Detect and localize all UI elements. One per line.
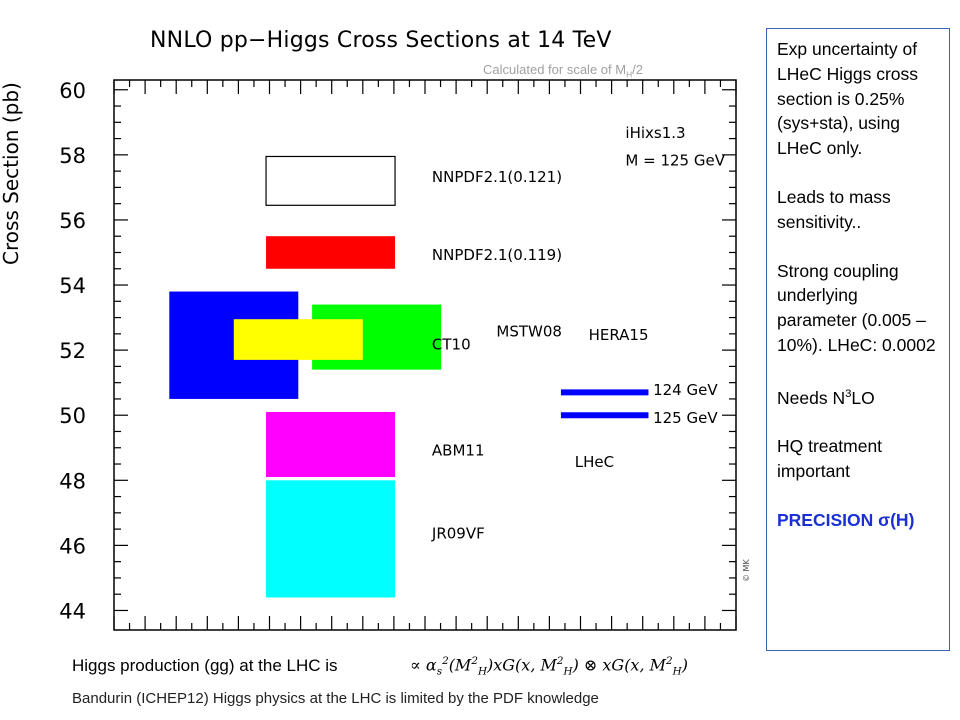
box-abm11	[266, 411, 396, 478]
y-tick-label: 46	[59, 534, 86, 558]
credit-mark: © MK	[742, 559, 751, 582]
y-tick-label: 52	[59, 339, 86, 363]
box-nnpdf2-1-0-119	[266, 236, 396, 269]
label-125-gev: 125 GeV	[653, 409, 718, 427]
annotation-mass: M = 125 GeV	[625, 152, 725, 170]
note-precision: PRECISION σ(H)	[777, 509, 915, 530]
label-lhec: LHeC	[575, 453, 614, 471]
y-tick-label: 54	[59, 274, 86, 298]
label-mstw08: MSTW08	[496, 323, 562, 341]
cross-section-chart: 44 46 48 50 52 54 56 58 60 NNPDF2.1(0.121) NNPDF2.…	[59, 79, 737, 631]
note-n3lo: Needs N3LO	[777, 387, 875, 408]
y-tick-label: 58	[59, 144, 86, 168]
notes-panel: Exp uncertainty of LHeC Higgs cross sect…	[766, 28, 950, 651]
label-abm11: ABM11	[432, 441, 485, 459]
y-tick-label: 60	[59, 79, 86, 103]
chart-subtitle: Calculated for scale of MH/2	[483, 62, 644, 80]
footer-bandurin-note: Bandurin (ICHEP12) Higgs physics at the …	[72, 690, 599, 707]
chart-title: NNLO pp−Higgs Cross Sections at 14 TeV	[150, 28, 612, 53]
box-nnpdf2-1-0-121	[265, 155, 396, 206]
label-nnpdf2-1-0-121: NNPDF2.1(0.121)	[432, 168, 562, 186]
label-nnpdf2-1-0-119: NNPDF2.1(0.119)	[432, 246, 562, 264]
label-124-gev: 124 GeV	[653, 381, 718, 399]
box-hera15	[233, 319, 363, 360]
footer-higgs-production: Higgs production (gg) at the LHC is	[72, 656, 338, 675]
annotation-ihixs: iHixs1.3	[625, 124, 685, 142]
y-tick-label: 44	[59, 599, 86, 623]
y-tick-label: 50	[59, 404, 86, 428]
note-exp-uncertainty: Exp uncertainty of LHeC Higgs cross sect…	[777, 39, 919, 159]
y-tick-label: 56	[59, 209, 86, 233]
note-hq-treatment: HQ treatment important	[777, 436, 883, 482]
y-axis-label: Cross Section (pb)	[0, 82, 23, 265]
label-ct10: CT10	[432, 336, 471, 354]
label-jr09vf: JR09VF	[431, 524, 485, 542]
note-strong-coupling: Strong coupling underlying parameter (0.…	[777, 260, 936, 355]
footer-formula: ∝ αs2(M2H)xG(x, M2H) ⊗ xG(x, M2H)	[410, 655, 688, 678]
box-jr09vf	[266, 480, 396, 598]
y-tick-label: 48	[59, 469, 86, 493]
label-hera15: HERA15	[589, 326, 649, 344]
note-mass-sensitivity: Leads to mass sensitivity..	[777, 186, 891, 232]
